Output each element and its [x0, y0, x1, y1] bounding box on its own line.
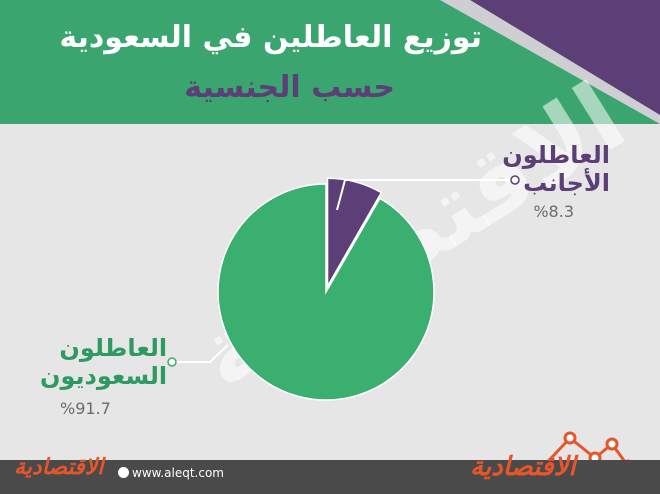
value-saudi-unemployed: %91.7 [60, 399, 111, 418]
label-foreign-unemployed: العاطلون الأجانب [502, 141, 610, 197]
label-foreign-line2: الأجانب [523, 168, 610, 197]
label-saudi-line1: العاطلون [59, 334, 168, 362]
trend-dot [605, 437, 619, 451]
pie-slice-saudi [217, 183, 435, 401]
label-foreign-line1: العاطلون [502, 141, 610, 169]
footer-logo-left: الاقتصادية [14, 455, 104, 480]
trend-dot [563, 431, 577, 445]
footer-bar [0, 460, 660, 494]
site-url-link[interactable]: www.aleqt.com [132, 466, 224, 480]
page-title: توزيع العاطلين في السعودية [59, 20, 482, 55]
leader-line-saudi [172, 344, 229, 363]
leader-line-foreign [336, 179, 515, 211]
header-corner-decoration [440, 0, 660, 124]
label-saudi-unemployed: العاطلون السعوديون [40, 334, 168, 390]
globe-icon [118, 467, 129, 478]
label-saudi-line2: السعوديون [40, 361, 168, 390]
value-foreign-unemployed: %8.3 [533, 202, 574, 221]
pie-slice-foreign [326, 177, 383, 290]
leader-dot-saudi [167, 357, 177, 367]
leader-dot-foreign [510, 175, 520, 185]
page-subtitle: حسب الجنسية [184, 70, 395, 105]
footer-logo-right: الاقتصادية [470, 452, 576, 482]
